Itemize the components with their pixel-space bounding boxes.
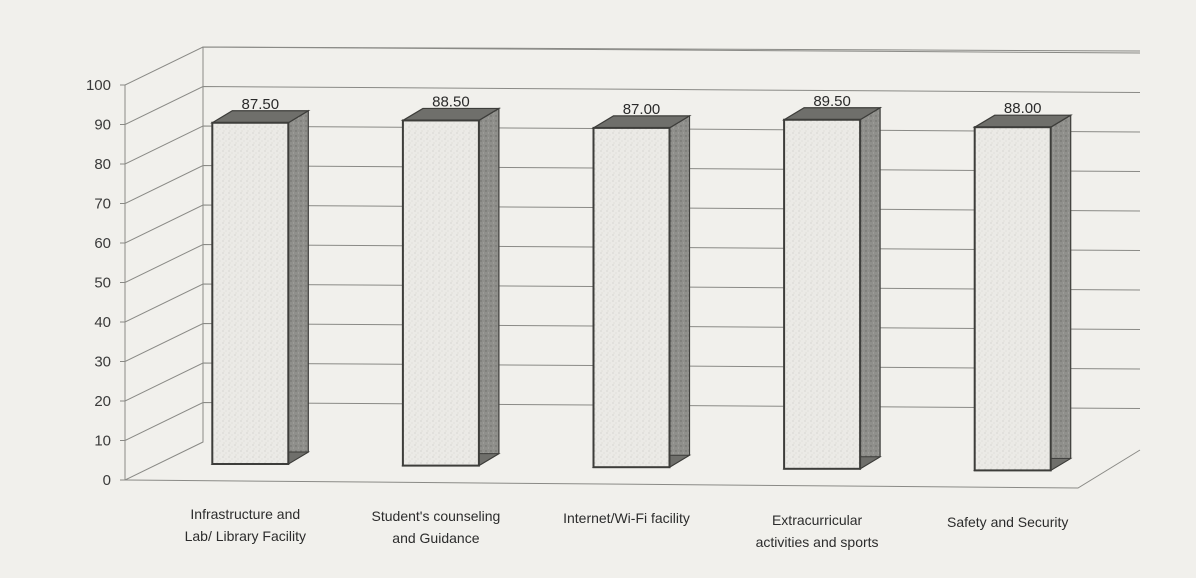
x-category-label: Extracurricular activities and sports [756,512,879,550]
bar-side-face [478,107,500,467]
data-label: 87.00 [623,101,661,118]
floor-outline [124,449,1141,489]
y-tick-label: 0 [103,472,111,489]
bar-front-face [401,119,480,467]
gridline [124,46,1141,86]
bar [591,114,692,469]
bar [400,107,502,467]
data-label: 87.50 [242,96,280,113]
y-tick-label: 30 [94,354,111,371]
y-tick-label: 80 [94,156,111,173]
bar-side-face [859,106,881,470]
bar-front-face [783,118,862,470]
data-label: 89.50 [813,93,851,110]
bar [781,106,883,470]
x-category-label: Safety and Security [947,514,1068,530]
y-tick-label: 40 [94,314,111,331]
bar [210,109,311,466]
x-axis-categories: Infrastructure and Lab/ Library Facility S… [185,506,1069,550]
bar-front-face [592,126,671,469]
y-axis: 0 10 20 30 40 50 60 70 80 90 100 [86,77,125,489]
y-tick-label: 10 [94,433,111,450]
bar-side-face [668,114,691,469]
x-category-label: Internet/Wi-Fi facility [563,510,690,526]
y-tick-label: 100 [86,77,111,94]
bar-side-face [1050,114,1072,472]
data-label: 88.00 [1004,100,1042,117]
data-labels: 87.50 88.50 87.00 89.50 88.00 [242,93,1042,118]
y-tick-label: 60 [94,235,111,252]
gridline [124,85,1141,125]
x-category-label: Student's counseling and Guidance [372,508,501,546]
y-tick-label: 70 [94,196,111,213]
y-tick-label: 20 [94,393,111,410]
bars [210,106,1073,472]
y-tick-label: 50 [94,275,111,292]
x-category-label: Infrastructure and Lab/ Library Facility [185,506,306,544]
bar-side-face [287,109,309,466]
bar-front-face [973,126,1052,472]
y-tick-label: 90 [94,117,111,134]
data-label: 88.50 [432,93,470,110]
bar-front-face [211,121,290,465]
bar [972,114,1073,472]
